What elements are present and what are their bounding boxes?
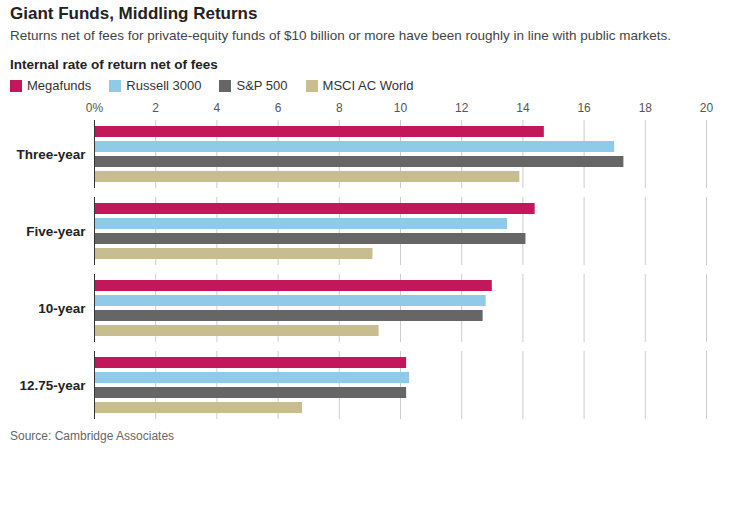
svg-text:2: 2 [152, 101, 159, 115]
svg-text:10-year: 10-year [38, 301, 86, 316]
html-text:Internal rate of return net of: Internal rate of return net of fees [10, 57, 218, 72]
svg-text:10: 10 [394, 101, 408, 115]
html-text:Russell 3000: Russell 3000 [126, 78, 202, 93]
svg-text:Three-year: Three-year [16, 147, 86, 162]
html-text:Giant Funds, Middling Returns: Giant Funds, Middling Returns [10, 4, 258, 23]
svg-text:12: 12 [455, 101, 469, 115]
svg-text:0%: 0% [86, 101, 104, 115]
html-text:Megafunds: Megafunds [27, 78, 92, 93]
svg-text:Five-year: Five-year [26, 224, 86, 239]
html-text:S&P 500: S&P 500 [236, 78, 288, 93]
html-text:MSCI AC World: MSCI AC World [322, 78, 414, 93]
svg-text:14: 14 [516, 101, 530, 115]
svg-text:8: 8 [336, 101, 343, 115]
html-text:Source: Cambridge Associates: Source: Cambridge Associates [10, 429, 175, 443]
html-text:Returns net of fees for privat: Returns net of fees for private-equity f… [10, 28, 672, 43]
svg-text:18: 18 [639, 101, 653, 115]
svg-text:12.75-year: 12.75-year [19, 378, 86, 393]
svg-text:16: 16 [577, 101, 591, 115]
svg-text:4: 4 [214, 101, 221, 115]
svg-text:6: 6 [275, 101, 282, 115]
svg-text:20: 20 [700, 101, 714, 115]
